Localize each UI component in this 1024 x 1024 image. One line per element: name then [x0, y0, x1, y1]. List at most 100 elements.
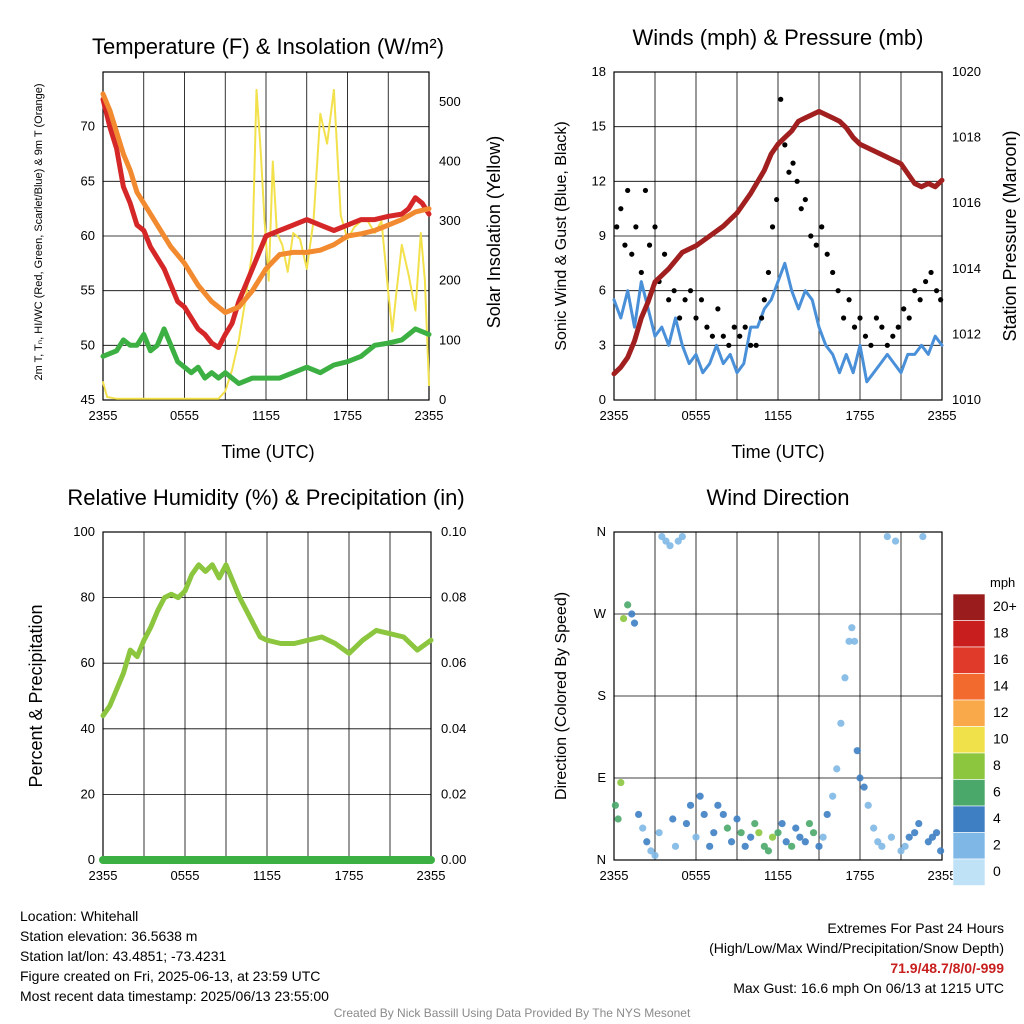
- wind-gust-point: [652, 224, 658, 230]
- temperature-ytick-label: 45: [81, 392, 95, 407]
- humidity-precip-panel: Relative Humidity (%) & Precipitation (i…: [26, 485, 466, 883]
- wind-ytick-right-label: 1010: [952, 392, 981, 407]
- humidity-ytick-label: 80: [81, 590, 95, 605]
- humidity-xtick-label: 2355: [417, 868, 446, 883]
- humidity-ytick-right-label: 0.02: [441, 786, 466, 801]
- wind-gust-point: [742, 324, 748, 330]
- wind-direction-xtick-label: 0555: [682, 868, 711, 883]
- wind-direction-point: [617, 778, 625, 787]
- wind-xtick-label: 2355: [600, 408, 629, 423]
- wind-direction-panel-title: Wind Direction: [706, 485, 849, 510]
- wind-direction-point: [611, 801, 619, 809]
- wind-gust-point: [709, 333, 716, 339]
- wind-direction-point: [719, 810, 727, 819]
- wind-direction-point: [788, 842, 796, 850]
- wind-gust-point: [671, 288, 677, 294]
- max-gust: Max Gust: 16.6 mph On 06/13 at 1215 UTC: [733, 980, 1004, 996]
- wind-ytick-right-label: 1018: [952, 130, 981, 145]
- wind-panel-xlabel: Time (UTC): [731, 442, 824, 462]
- wind-direction-point: [755, 829, 763, 837]
- wind-direction-point: [815, 842, 823, 850]
- wind-direction-point: [845, 637, 853, 645]
- humidity-ytick-label: 20: [81, 786, 95, 801]
- temperature-xtick-label: 0555: [170, 408, 199, 423]
- wind-gust-point: [753, 342, 759, 348]
- wind-direction-xtick-label: 1755: [846, 868, 875, 883]
- wind-direction-point: [853, 747, 861, 755]
- speed-legend-label: 20+: [993, 598, 1017, 614]
- wind-direction-point: [686, 801, 695, 809]
- wind-gust-point: [786, 169, 792, 175]
- temperature-panel-ylabel: 2m T, Tₙ, HI/WC (Red, Green, Scarlet/Blu…: [33, 84, 45, 381]
- speed-legend-label: 8: [993, 757, 1001, 773]
- wind-direction-xtick-label: 2355: [928, 868, 957, 883]
- wind-series-sonic-wind: [612, 261, 944, 384]
- temperature-panel-ylabel-right: Solar Insolation (Yellow): [484, 136, 504, 328]
- wind-direction-point: [669, 815, 677, 823]
- speed-legend-swatch: [952, 699, 986, 727]
- temperature-series-2m-temperature: [100, 96, 432, 350]
- wind-direction-point: [700, 810, 708, 819]
- speed-legend-swatch: [952, 779, 986, 807]
- wind-ytick-right-label: 1016: [952, 195, 981, 210]
- wind-gust-point: [677, 315, 683, 321]
- wind-gust-point: [633, 224, 639, 230]
- wind-direction-point: [619, 614, 628, 623]
- temperature-ytick-label: 50: [81, 337, 95, 352]
- temperature-xtick-label: 2355: [89, 408, 118, 423]
- wind-xtick-label: 1155: [764, 408, 792, 423]
- wind-direction-point: [671, 842, 680, 850]
- wind-direction-point: [792, 824, 800, 832]
- wind-xtick-label: 1755: [846, 408, 875, 423]
- wind-direction-point: [819, 833, 827, 841]
- wind-gust-point: [895, 324, 901, 330]
- temperature-xtick-label: 2355: [415, 408, 444, 423]
- wind-gust-point: [666, 297, 672, 303]
- wind-direction-point: [666, 542, 674, 550]
- wind-gust-point: [693, 315, 699, 321]
- temperature-panel-xlabel: Time (UTC): [221, 442, 314, 462]
- station-latlon: Station lat/lon: 43.4851; -73.4231: [20, 948, 227, 964]
- extremes-values: 71.9/48.7/8/0/-999: [890, 960, 1004, 976]
- wind-direction-ytick-label: N: [597, 852, 606, 867]
- humidity-ytick-label: 100: [73, 524, 95, 539]
- wind-xtick-label: 0555: [682, 408, 711, 423]
- wind-ytick-label: 0: [599, 392, 606, 407]
- speed-legend-label: 10: [993, 731, 1009, 747]
- wind-gust-point: [790, 160, 796, 166]
- wind-gust-point: [638, 269, 644, 276]
- wind-direction-point: [682, 819, 691, 828]
- speed-legend-swatch: [952, 593, 986, 621]
- wind-gust-point: [819, 224, 825, 230]
- temperature-ytick-right-label: 0: [439, 392, 446, 407]
- wind-gust-point: [873, 315, 880, 321]
- speed-legend-label: 2: [993, 837, 1001, 853]
- wind-direction-point: [614, 815, 622, 823]
- humidity-panel-ylabel: Percent & Precipitation: [26, 604, 46, 787]
- speed-legend-label: 4: [993, 810, 1001, 826]
- wind-gust-point: [901, 306, 907, 312]
- speed-legend-swatch: [952, 832, 986, 860]
- speed-legend-title: mph: [990, 575, 1015, 590]
- wind-direction-point: [710, 829, 718, 837]
- temperature-xtick-label: 1755: [333, 408, 362, 423]
- wind-gust-point: [841, 315, 847, 321]
- wind-direction-point: [741, 842, 749, 850]
- wind-gust-point: [846, 297, 852, 303]
- wind-direction-point: [727, 838, 736, 846]
- wind-direction-point: [639, 824, 647, 832]
- humidity-xtick-label: 1155: [253, 868, 281, 883]
- wind-ytick-right-label: 1014: [952, 261, 981, 276]
- wind-gust-point: [629, 251, 635, 257]
- wind-gust-point: [906, 315, 912, 321]
- wind-gust-point: [917, 297, 923, 303]
- wind-gust-point: [813, 242, 819, 248]
- wind-direction-point: [878, 842, 886, 850]
- wind-direction-point: [809, 829, 818, 837]
- wind-direction-point: [751, 819, 759, 828]
- wind-gust-point: [912, 288, 918, 294]
- wind-gust-point: [890, 333, 896, 339]
- wind-ytick-right-label: 1012: [952, 326, 981, 341]
- temperature-panel-title: Temperature (F) & Insolation (W/m²): [92, 34, 444, 59]
- speed-legend-label: 12: [993, 704, 1009, 720]
